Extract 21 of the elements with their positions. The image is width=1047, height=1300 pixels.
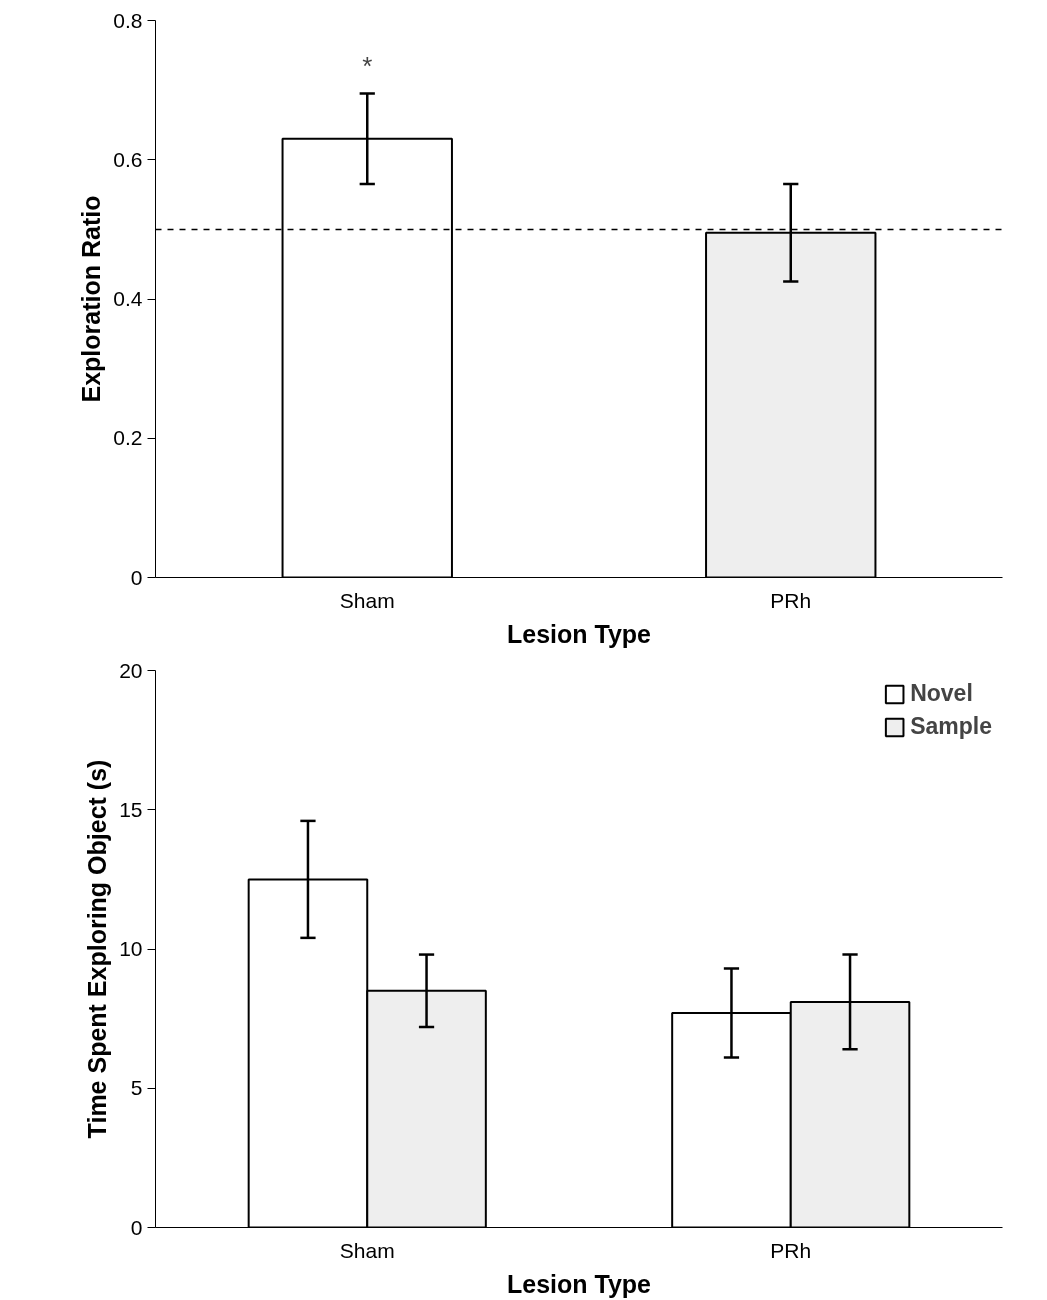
y-axis-title: Time Spent Exploring Object (s) — [83, 759, 112, 1139]
y-tick-label: 0 — [130, 1215, 143, 1239]
y-tick-label: 20 — [119, 658, 143, 682]
y-axis-title: Exploration Ratio — [77, 195, 106, 403]
legend-label: Novel — [910, 680, 973, 707]
y-tick-label: 0.4 — [113, 287, 143, 310]
x-axis-title: Lesion Type — [507, 1269, 652, 1298]
y-tick-label: 15 — [119, 797, 143, 821]
x-axis-title: Lesion Type — [507, 619, 652, 648]
y-tick-label: 0 — [130, 565, 143, 589]
y-tick-label: 10 — [119, 937, 143, 960]
y-tick-label: 0.6 — [113, 147, 143, 171]
y-tick-label: 0.8 — [113, 8, 143, 32]
y-tick-label: 5 — [130, 1076, 143, 1100]
x-tick-label: Sham — [339, 588, 395, 612]
x-tick-label: PRh — [770, 1238, 812, 1262]
annotation: * — [362, 50, 373, 81]
y-tick-label: 0.2 — [113, 426, 143, 450]
x-tick-label: PRh — [770, 588, 812, 612]
legend-label: Sample — [910, 713, 992, 740]
x-tick-label: Sham — [339, 1238, 395, 1262]
